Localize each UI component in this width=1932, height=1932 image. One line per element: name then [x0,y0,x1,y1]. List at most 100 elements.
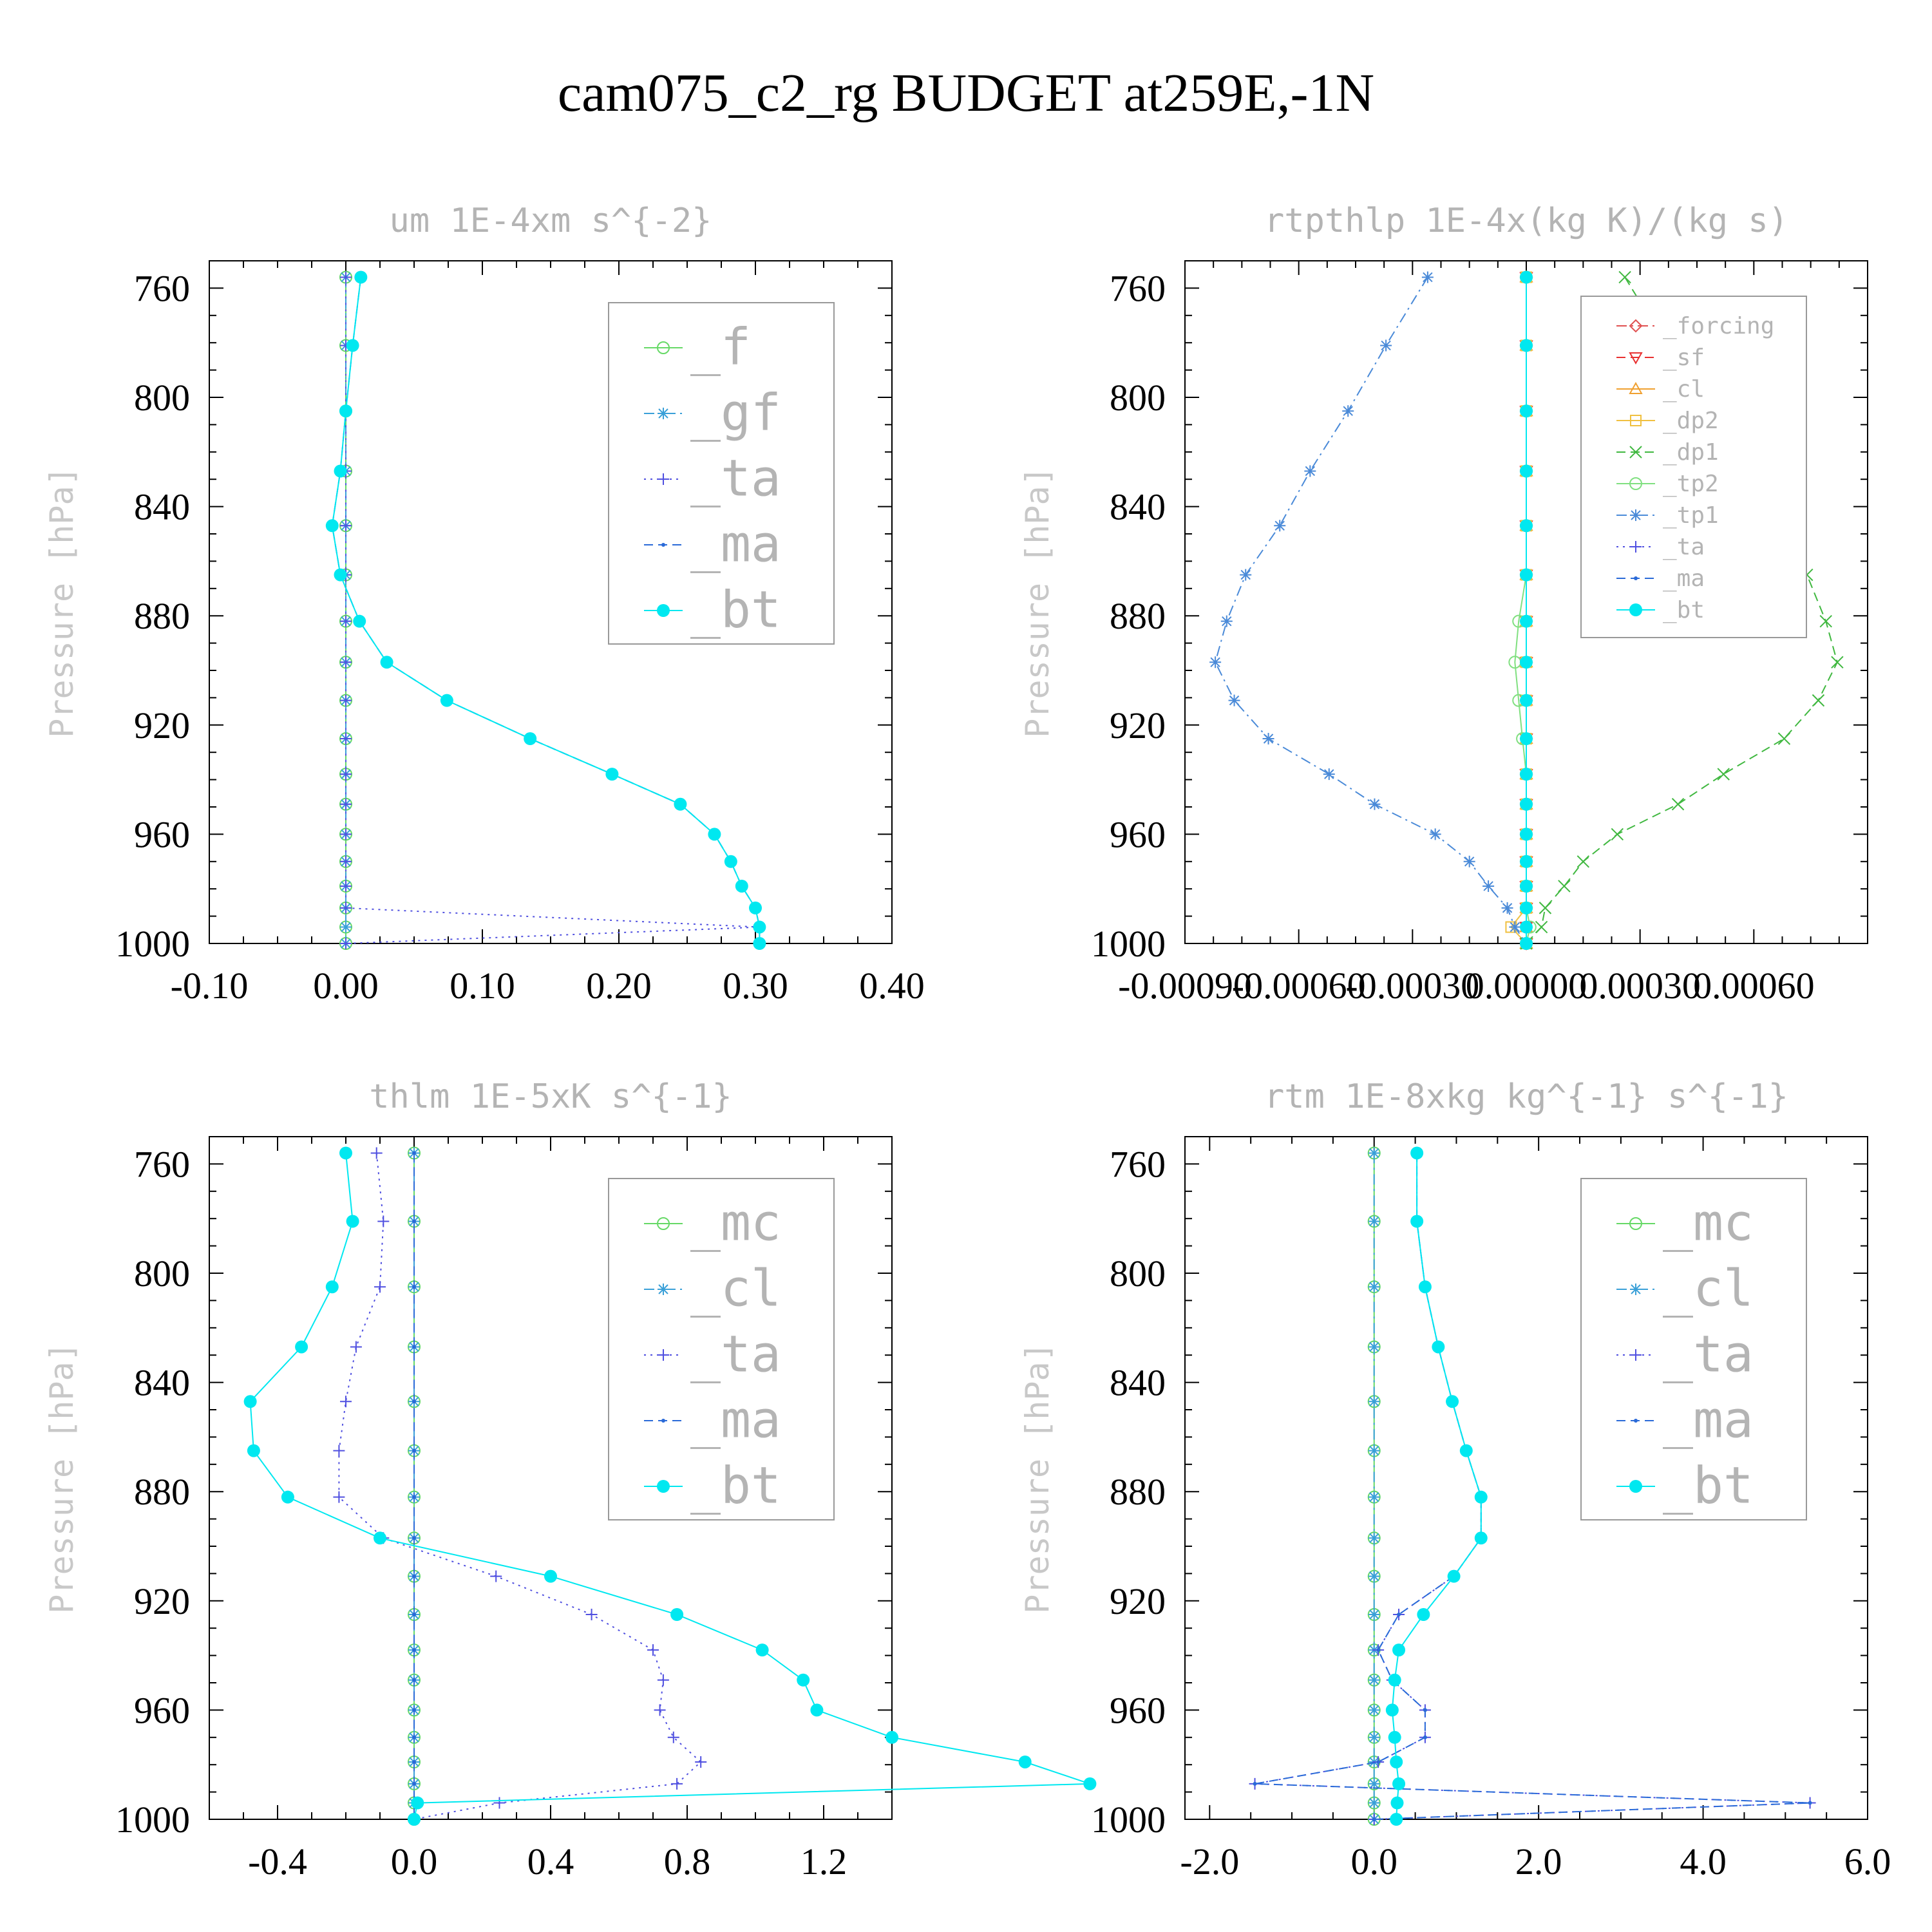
x-tick-label: 4.0 [1680,1841,1727,1882]
y-tick-label: 1000 [1091,923,1166,965]
data-point [243,1395,257,1408]
chart-panel-2: rtpthlp 1E-4x(kg K)/(kg s) Pressure [hPa]… [1019,202,1868,1007]
legend: _forcing _sf _cl _dp2 _dp1 _tp2 _tp1 _ta _ma _bt [1580,296,1807,638]
data-point [340,828,352,840]
x-tick-label: -0.10 [171,965,249,1007]
data-point [1558,880,1571,893]
figure-title: cam075_c2_rg BUDGET at259E,-1N [558,63,1374,123]
data-point [340,656,352,668]
data-point [749,901,762,914]
data-point [374,1281,386,1293]
data-point [1520,614,1533,628]
legend-label: _ta [1663,534,1705,560]
series-bt [243,1146,1097,1826]
data-point [412,1495,416,1499]
data-point [1520,797,1533,811]
data-point [1520,568,1533,582]
data-point [1368,798,1381,810]
data-point [1520,656,1533,669]
data-point [1501,902,1513,914]
legend-marker [1630,415,1642,426]
data-point [412,1448,416,1453]
legend-marker [657,341,670,354]
data-point [1368,1570,1380,1582]
legend-marker [658,1349,669,1361]
data-point [340,520,352,532]
legend-marker [657,1217,670,1230]
legend-label: _mc [1663,1195,1754,1253]
data-point [1447,1569,1461,1583]
legend-label: _tp1 [1663,502,1719,529]
data-point [1812,694,1825,707]
y-tick-label: 760 [134,267,190,309]
data-point [1372,1817,1376,1821]
data-point [1520,768,1533,781]
data-point [1520,879,1533,893]
legend-label: _ma [690,1392,781,1450]
data-point [1577,855,1590,868]
data-point [340,921,352,933]
data-point [674,797,687,811]
y-axis-label: Pressure [hPa] [1019,1342,1056,1613]
data-point [1368,1147,1380,1159]
data-point [340,938,352,949]
legend-label: _cl [690,1260,781,1318]
legend-marker [1629,603,1642,616]
x-tick-label: 0.00 [313,965,379,1007]
data-point [333,1444,345,1457]
data-point [1228,694,1240,706]
data-point [1376,1648,1381,1653]
data-point [353,614,366,628]
data-point [354,270,368,284]
data-point [281,1490,294,1504]
data-point [1539,902,1552,914]
data-point [724,855,737,868]
y-tick-label: 800 [134,1253,190,1294]
data-point [1432,1340,1445,1354]
legend-marker [657,604,670,617]
legend-label: _ma [690,516,781,574]
legend: _f _gf _ta _ma _bt [608,302,835,645]
data-point [605,768,619,781]
legend-marker [1630,541,1642,553]
data-point [412,1536,416,1540]
x-tick-label: 0.20 [586,965,652,1007]
data-point [1717,768,1730,781]
legend-label: _forcing [1663,313,1774,339]
series-bt [1385,1146,1488,1826]
data-point [1520,339,1533,352]
series-line [1514,277,1531,944]
data-point [377,1215,390,1227]
legend-marker [1634,1419,1638,1423]
data-point [1777,732,1791,745]
data-point [1618,270,1631,284]
series-bt [325,270,766,950]
data-point [1390,1813,1403,1826]
data-point [753,937,766,950]
data-point [1368,1609,1380,1620]
data-point [1253,1781,1257,1786]
data-point [1397,1613,1401,1616]
legend-marker [658,1283,669,1295]
data-point [247,1444,260,1457]
data-point [1392,1643,1406,1657]
legend-marker [661,1419,665,1423]
data-point [440,694,453,707]
legend: _mc _cl _ta _ma _bt [608,1178,835,1520]
data-point [1520,937,1533,950]
x-tick-label: -0.00060 [1232,965,1366,1007]
legend-box [608,302,835,645]
legend-label: _gf [690,384,781,442]
data-point [1520,920,1533,934]
data-point [346,1215,359,1228]
series-mc [1367,1146,1381,1826]
data-point [1368,1215,1380,1227]
data-point [1520,855,1533,868]
data-point [412,1399,416,1404]
data-point [295,1340,308,1354]
data-point [1392,1777,1406,1790]
x-tick-label: 0.4 [527,1841,574,1882]
y-tick-label: 880 [1110,1471,1166,1513]
data-point [1368,1532,1380,1544]
data-point [671,1777,683,1790]
